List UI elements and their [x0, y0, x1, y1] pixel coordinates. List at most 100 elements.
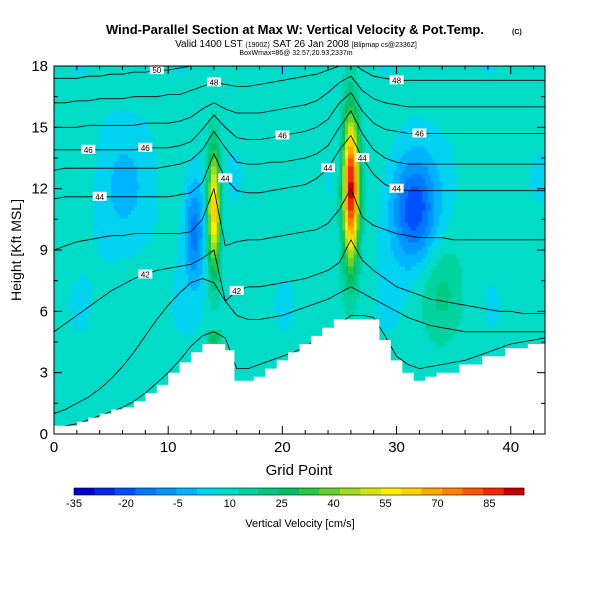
field-cell: [88, 186, 92, 191]
field-cell: [73, 306, 78, 311]
field-cell: [68, 298, 72, 303]
field-cell: [142, 190, 146, 195]
field-cell: [153, 82, 158, 87]
field-cell: [151, 338, 155, 343]
field-cell: [54, 82, 58, 87]
field-cell: [171, 218, 175, 223]
field-cell: [202, 322, 206, 327]
field-cell: [65, 354, 69, 359]
field-cell: [173, 82, 178, 87]
field-cell: [142, 346, 146, 351]
field-cell: [62, 298, 66, 303]
field-cell: [99, 326, 103, 331]
field-cell: [188, 314, 192, 319]
field-cell: [148, 382, 152, 387]
field-cell: [191, 182, 195, 187]
field-cell: [108, 218, 112, 223]
field-cell: [105, 82, 109, 87]
field-cell: [56, 306, 61, 311]
field-cell: [88, 130, 92, 135]
field-cell: [159, 374, 163, 379]
field-cell: [59, 406, 63, 411]
field-cell: [125, 122, 129, 127]
field-cell: [142, 194, 146, 199]
field-cell: [131, 326, 135, 331]
field-cell: [193, 174, 198, 179]
field-cell: [176, 274, 180, 279]
field-cell: [142, 162, 146, 167]
field-cell: [96, 242, 101, 247]
field-cell: [185, 158, 189, 163]
field-cell: [96, 206, 101, 211]
field-cell: [82, 298, 86, 303]
field-cell: [56, 422, 61, 427]
field-cell: [71, 342, 75, 347]
field-cell: [105, 66, 109, 71]
field-cell: [202, 154, 206, 159]
field-cell: [113, 402, 118, 407]
field-cell: [182, 230, 186, 235]
field-cell: [191, 266, 195, 271]
field-cell: [205, 66, 209, 71]
field-cell: [136, 250, 141, 255]
field-cell: [151, 238, 155, 243]
field-cell: [128, 142, 132, 147]
field-cell: [188, 322, 192, 327]
field-cell: [111, 246, 115, 251]
field-cell: [199, 202, 203, 207]
field-cell: [191, 142, 195, 147]
field-cell: [173, 262, 178, 267]
field-cell: [102, 82, 106, 87]
field-cell: [111, 382, 115, 387]
field-cell: [142, 178, 146, 183]
field-cell: [62, 290, 66, 295]
field-cell: [156, 158, 161, 163]
field-cell: [139, 126, 143, 131]
field-cell: [128, 146, 132, 151]
field-cell: [96, 310, 101, 315]
field-cell: [193, 330, 198, 335]
field-cell: [179, 306, 183, 311]
field-cell: [96, 90, 101, 95]
field-cell: [93, 266, 98, 271]
field-cell: [111, 386, 115, 391]
field-cell: [122, 254, 126, 259]
field-cell: [159, 78, 163, 83]
field-cell: [91, 350, 95, 355]
field-cell: [188, 190, 192, 195]
field-cell: [96, 330, 101, 335]
field-cell: [205, 166, 209, 171]
field-cell: [88, 226, 92, 231]
field-cell: [65, 370, 69, 375]
field-cell: [145, 230, 149, 235]
field-cell: [56, 86, 61, 91]
field-cell: [191, 222, 195, 227]
field-cell: [105, 150, 109, 155]
field-cell: [76, 402, 81, 407]
field-cell: [196, 310, 200, 315]
field-cell: [128, 242, 132, 247]
field-cell: [79, 250, 83, 255]
field-cell: [99, 226, 103, 231]
field-cell: [173, 194, 178, 199]
field-cell: [151, 334, 155, 339]
field-cell: [102, 406, 106, 411]
field-cell: [113, 130, 118, 135]
field-cell: [71, 414, 75, 419]
field-cell: [71, 178, 75, 183]
field-cell: [136, 90, 141, 95]
field-cell: [116, 330, 121, 335]
field-cell: [93, 134, 98, 139]
field-cell: [196, 198, 200, 203]
field-cell: [73, 90, 78, 95]
field-cell: [122, 206, 126, 211]
field-cell: [173, 106, 178, 111]
field-cell: [193, 90, 198, 95]
field-cell: [79, 82, 83, 87]
field-cell: [188, 90, 192, 95]
field-cell: [96, 370, 101, 375]
field-cell: [165, 202, 169, 207]
field-cell: [56, 318, 61, 323]
field-cell: [173, 234, 178, 239]
field-cell: [56, 178, 61, 183]
